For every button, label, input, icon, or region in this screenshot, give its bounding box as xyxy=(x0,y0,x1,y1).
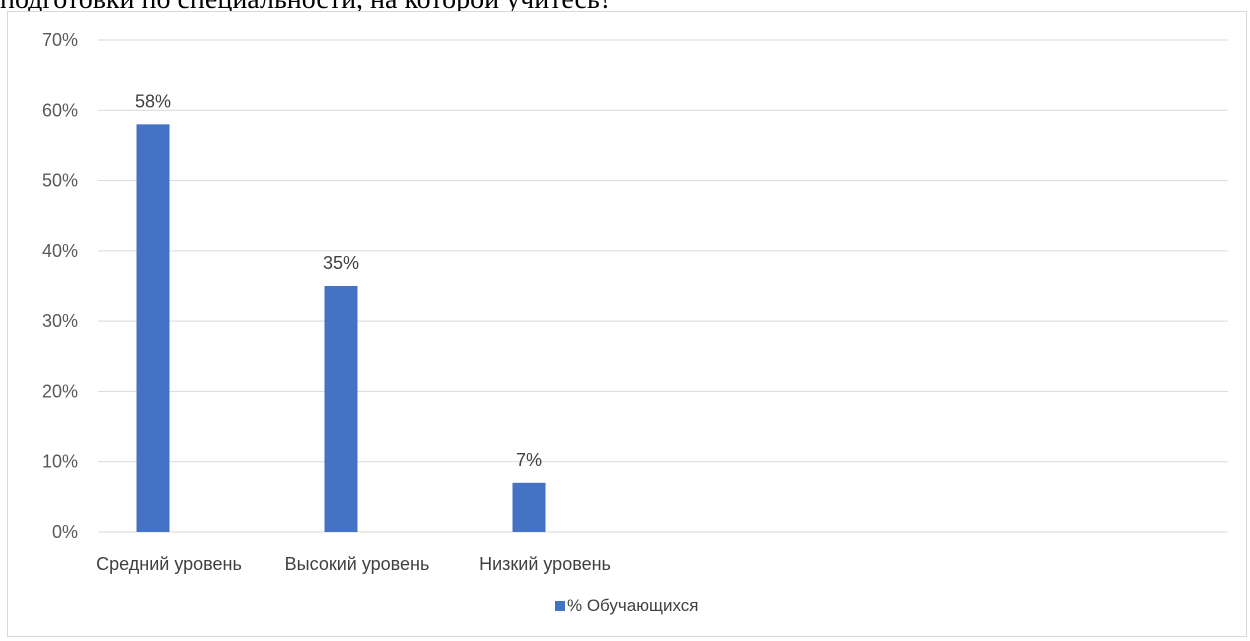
category-label: Высокий уровень xyxy=(285,554,430,574)
y-tick-label: 40% xyxy=(42,241,78,261)
y-tick-label: 0% xyxy=(52,522,78,542)
bar xyxy=(512,482,546,532)
legend: % Обучающихся xyxy=(555,596,698,615)
y-tick-label: 20% xyxy=(42,381,78,401)
bars xyxy=(136,124,546,532)
data-label: 35% xyxy=(323,253,359,273)
chart-frame xyxy=(7,11,1247,637)
y-tick-label: 50% xyxy=(42,171,78,191)
data-label: 58% xyxy=(135,91,171,111)
bar xyxy=(324,286,358,532)
document-text-above: подготовки по специальности, на которой … xyxy=(0,0,612,14)
y-tick-label: 30% xyxy=(42,311,78,331)
legend-swatch xyxy=(555,601,565,611)
category-label: Средний уровень xyxy=(96,554,242,574)
y-axis-tick-labels: 0% 10% 20% 30% 40% 50% 60% 70% xyxy=(42,30,78,542)
category-label: Низкий уровень xyxy=(479,554,611,574)
y-tick-label: 70% xyxy=(42,30,78,50)
y-tick-label: 60% xyxy=(42,100,78,120)
data-label: 7% xyxy=(516,450,542,470)
legend-label: % Обучающихся xyxy=(567,596,698,615)
gridlines xyxy=(98,39,1228,533)
bar xyxy=(136,124,170,532)
category-labels: Средний уровень Высокий уровень Низкий уро… xyxy=(96,554,611,574)
data-labels: 58% 35% 7% xyxy=(135,91,542,469)
y-tick-label: 10% xyxy=(42,452,78,472)
